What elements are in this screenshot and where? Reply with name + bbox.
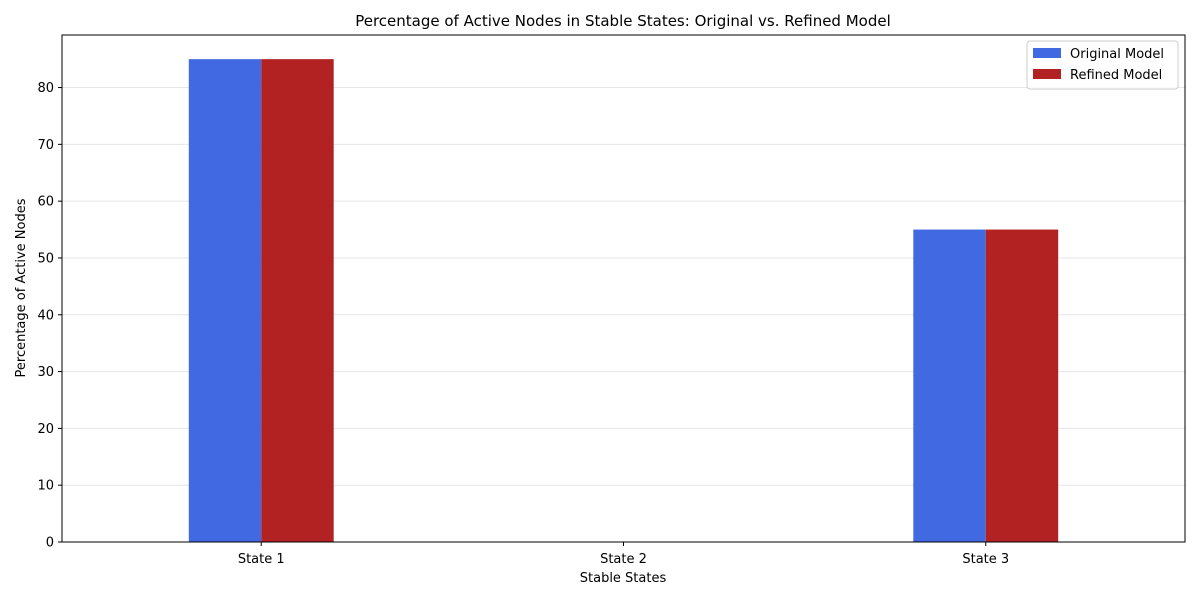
y-tick-label: 60 xyxy=(37,195,54,210)
x-tick-label: State 1 xyxy=(238,552,285,567)
legend-label: Refined Model xyxy=(1070,68,1162,83)
y-tick-label: 50 xyxy=(37,251,54,266)
y-tick-label: 30 xyxy=(37,365,54,380)
y-tick-label: 0 xyxy=(46,536,54,551)
y-tick-label: 70 xyxy=(37,138,54,153)
x-tick-label: State 3 xyxy=(962,552,1009,567)
bar-refined-model-state-3 xyxy=(985,229,1059,542)
y-tick-label: 40 xyxy=(37,308,54,323)
legend-label: Original Model xyxy=(1070,47,1164,62)
bar-original-model-state-3 xyxy=(913,229,986,542)
x-axis-ticks: State 1 State 2 State 3 xyxy=(238,542,1009,567)
x-axis-label: Stable States xyxy=(580,571,667,586)
y-tick-label: 20 xyxy=(37,422,54,437)
legend-swatch xyxy=(1033,48,1061,58)
y-tick-label: 10 xyxy=(37,479,54,494)
legend-box xyxy=(1026,40,1179,90)
y-tick-label: 80 xyxy=(37,81,54,96)
legend: Original Model Refined Model xyxy=(1026,40,1179,90)
bars xyxy=(188,59,1059,543)
legend-swatch xyxy=(1033,69,1061,79)
bar-original-model-state-1 xyxy=(188,59,262,543)
chart-title: Percentage of Active Nodes in Stable Sta… xyxy=(355,12,891,30)
bar-refined-model-state-1 xyxy=(261,59,334,543)
y-axis-ticks: 0 10 20 30 40 50 60 70 80 xyxy=(37,81,62,551)
x-tick-label: State 2 xyxy=(600,552,647,567)
y-axis-label: Percentage of Active Nodes xyxy=(14,198,29,377)
